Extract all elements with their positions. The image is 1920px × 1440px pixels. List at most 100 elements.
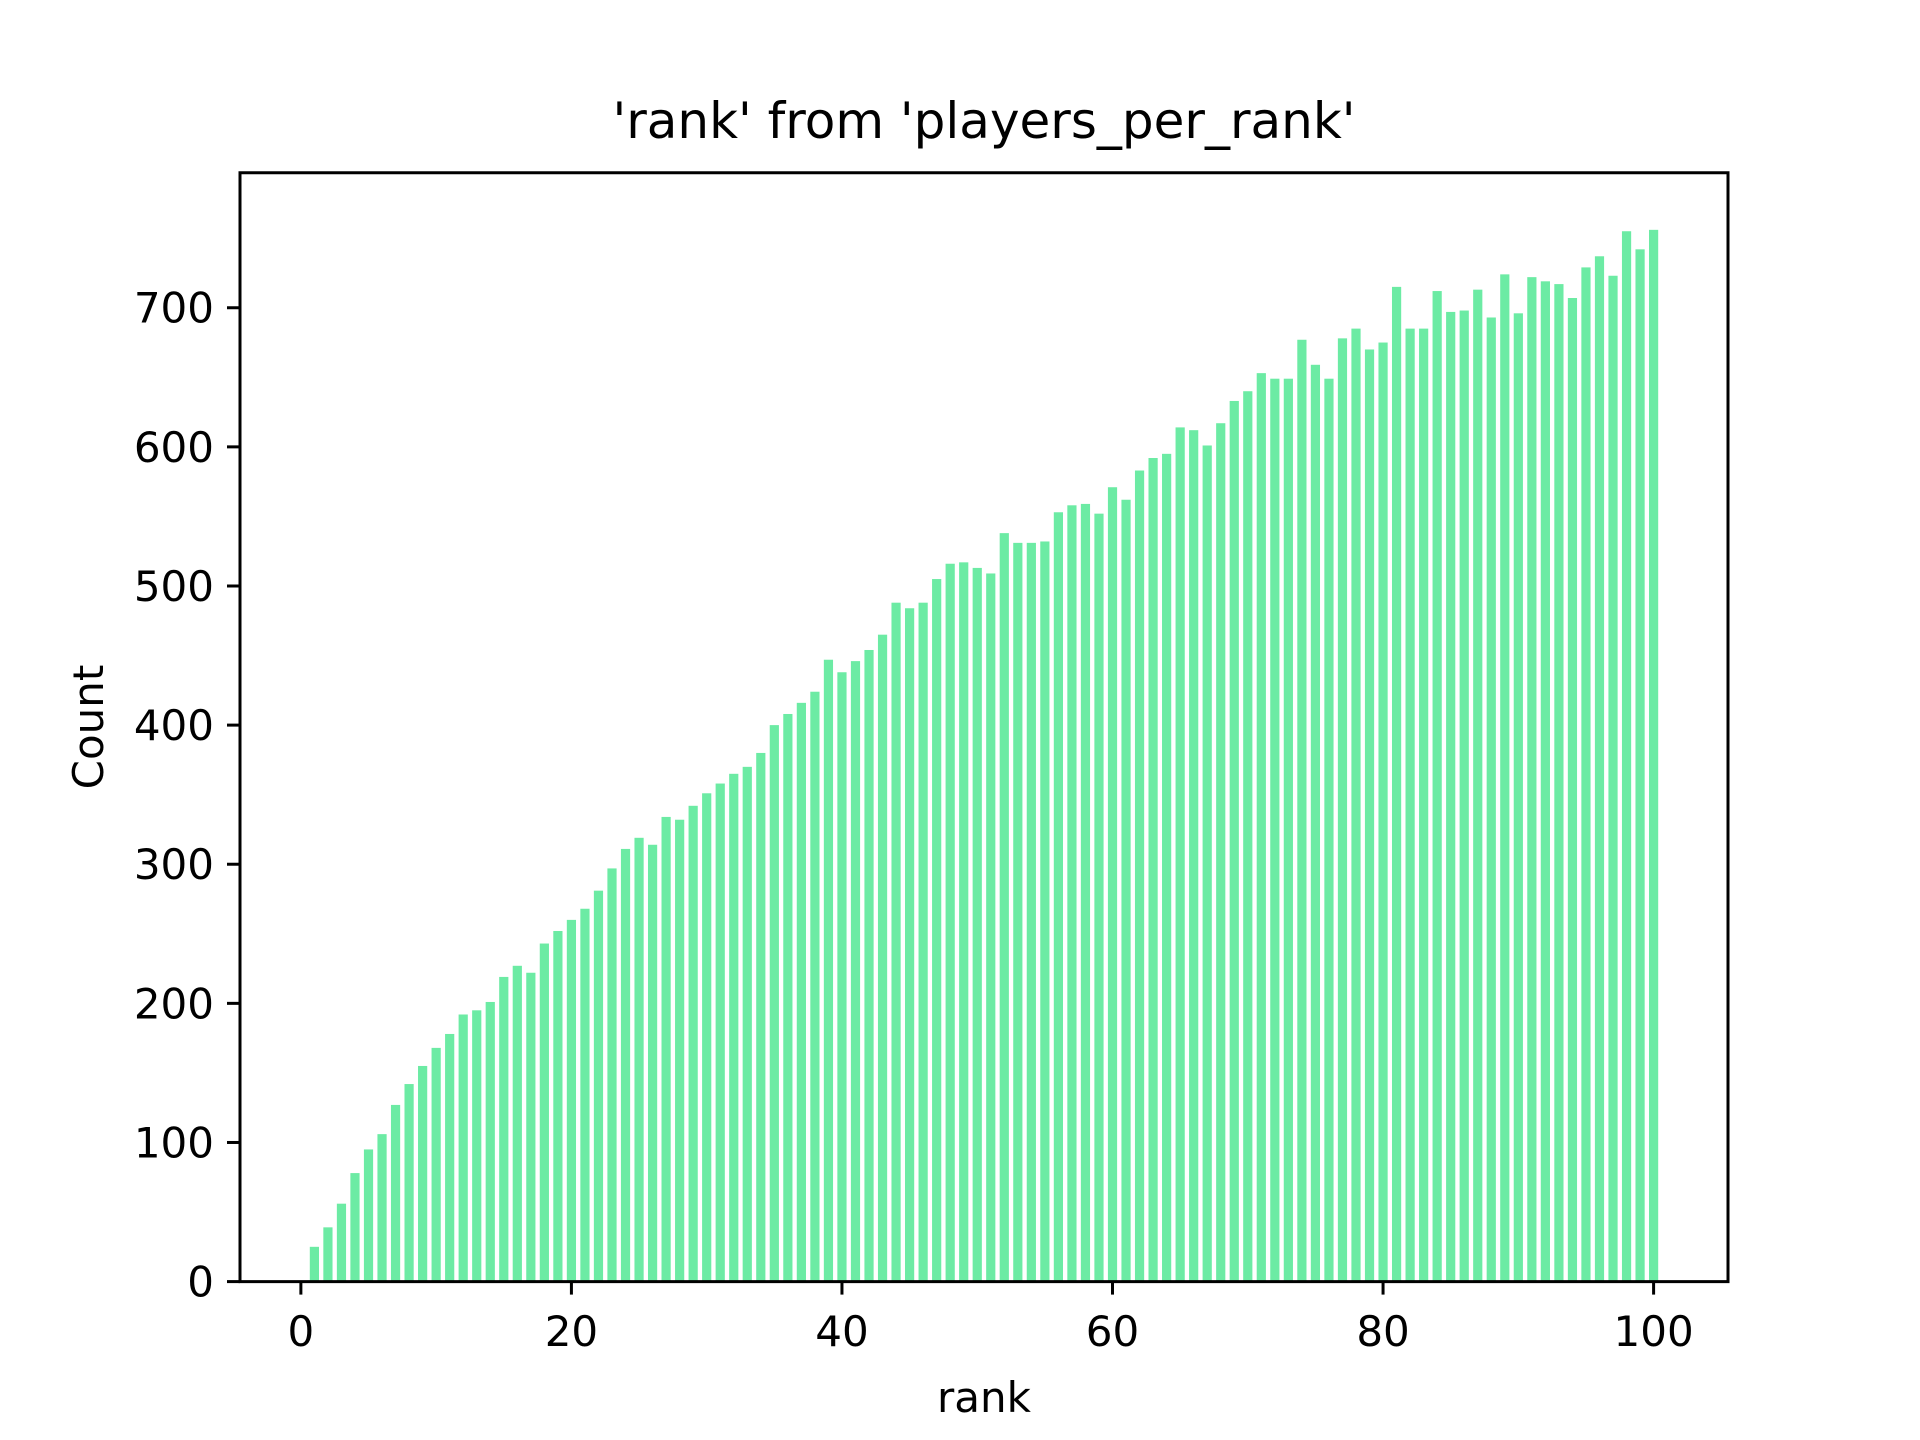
x-axis-label: rank (937, 1373, 1032, 1422)
bar-rank-77 (1337, 338, 1348, 1282)
y-tick-label-700: 700 (134, 284, 214, 333)
bar-rank-93 (1554, 284, 1564, 1282)
bar-rank-51 (986, 573, 996, 1282)
bar-rank-23 (607, 868, 617, 1282)
bar-rank-61 (1121, 499, 1131, 1282)
axes-group (238, 171, 1730, 1284)
bar-rank-31 (715, 783, 725, 1282)
bar-rank-64 (1162, 453, 1172, 1282)
y-tick-label-100: 100 (134, 1118, 214, 1167)
bar-rank-2 (323, 1227, 333, 1282)
x-tick-label-0: 0 (288, 1307, 315, 1356)
bar-rank-52 (999, 533, 1009, 1282)
bar-rank-87 (1473, 289, 1483, 1282)
bar-rank-92 (1540, 281, 1550, 1282)
bar-rank-99 (1635, 249, 1645, 1282)
bar-rank-91 (1527, 277, 1537, 1282)
bar-rank-43 (877, 634, 888, 1282)
bar-rank-67 (1202, 445, 1212, 1282)
bar-rank-35 (769, 725, 779, 1282)
bar-rank-63 (1148, 458, 1158, 1282)
bar-rank-59 (1094, 513, 1104, 1282)
bar-rank-1 (309, 1246, 319, 1282)
bar-rank-78 (1351, 328, 1361, 1282)
y-tick-label-300: 300 (134, 840, 214, 889)
bar-rank-88 (1486, 317, 1496, 1282)
bar-rank-20 (566, 919, 577, 1282)
bar-rank-90 (1513, 313, 1523, 1282)
x-tick-label-100: 100 (1614, 1307, 1694, 1356)
bar-rank-100 (1649, 229, 1659, 1282)
bar-rank-34 (756, 752, 766, 1282)
x-tick-label-80: 80 (1356, 1307, 1409, 1356)
bar-rank-58 (1080, 503, 1091, 1282)
y-tick-label-600: 600 (134, 423, 214, 472)
bar-rank-24 (620, 848, 631, 1282)
bar-rank-16 (512, 965, 522, 1282)
y-tick-label-500: 500 (134, 562, 214, 611)
bar-rank-55 (1040, 541, 1050, 1282)
bar-rank-30 (702, 793, 712, 1282)
bar-rank-76 (1324, 378, 1334, 1282)
bar-rank-95 (1581, 267, 1591, 1282)
bar-rank-18 (539, 943, 549, 1282)
bar-rank-97 (1608, 275, 1618, 1282)
bar-rank-7 (390, 1104, 401, 1282)
bar-rank-68 (1216, 423, 1226, 1282)
bar-rank-70 (1243, 391, 1253, 1282)
bar-rank-98 (1621, 231, 1632, 1282)
bar-rank-65 (1175, 427, 1185, 1282)
bar-rank-29 (688, 805, 698, 1282)
bar-rank-41 (850, 661, 861, 1282)
bar-rank-10 (431, 1047, 441, 1282)
bar-rank-60 (1107, 487, 1118, 1282)
bar-rank-86 (1459, 310, 1469, 1282)
bar-rank-12 (458, 1014, 468, 1282)
y-tick-label-200: 200 (134, 979, 214, 1028)
bar-rank-21 (580, 908, 590, 1282)
y-tick-label-0: 0 (187, 1258, 214, 1307)
bar-rank-79 (1364, 349, 1375, 1282)
bars-group (309, 229, 1659, 1282)
bar-rank-28 (675, 819, 685, 1282)
bar-rank-56 (1053, 512, 1063, 1282)
x-axis-ticks: 0 20 40 60 80 100 (288, 1281, 1694, 1356)
bar-rank-49 (959, 562, 969, 1282)
bar-rank-69 (1229, 400, 1239, 1282)
bar-rank-9 (418, 1065, 428, 1282)
bar-rank-54 (1026, 542, 1036, 1282)
bar-rank-96 (1594, 256, 1605, 1282)
bar-rank-81 (1391, 286, 1402, 1282)
bar-rank-84 (1432, 291, 1442, 1282)
bar-rank-80 (1378, 342, 1388, 1282)
bar-rank-83 (1419, 328, 1429, 1282)
bar-rank-26 (647, 844, 658, 1282)
bar-rank-74 (1297, 339, 1307, 1282)
bar-rank-5 (363, 1149, 374, 1282)
bar-rank-85 (1446, 311, 1456, 1282)
bar-rank-57 (1067, 505, 1077, 1282)
plot-spines (238, 171, 1730, 1284)
bar-rank-94 (1567, 298, 1578, 1282)
bar-rank-82 (1405, 328, 1415, 1282)
bar-rank-32 (729, 773, 739, 1282)
bar-rank-50 (972, 567, 982, 1282)
bar-rank-33 (742, 766, 752, 1282)
bar-rank-37 (796, 702, 806, 1282)
bar-rank-27 (661, 816, 671, 1282)
x-tick-label-20: 20 (545, 1307, 598, 1356)
bar-rank-17 (526, 972, 536, 1282)
bar-rank-89 (1500, 274, 1510, 1282)
bar-rank-62 (1134, 470, 1145, 1282)
bar-rank-48 (945, 563, 955, 1282)
bar-rank-75 (1310, 364, 1321, 1282)
bar-rank-13 (472, 1010, 482, 1282)
bar-rank-47 (932, 579, 942, 1282)
bar-rank-40 (837, 672, 847, 1282)
bar-rank-22 (593, 890, 604, 1282)
bar-rank-8 (404, 1084, 414, 1282)
chart-title: 'rank' from 'players_per_rank' (612, 92, 1355, 150)
bar-rank-39 (823, 659, 834, 1282)
